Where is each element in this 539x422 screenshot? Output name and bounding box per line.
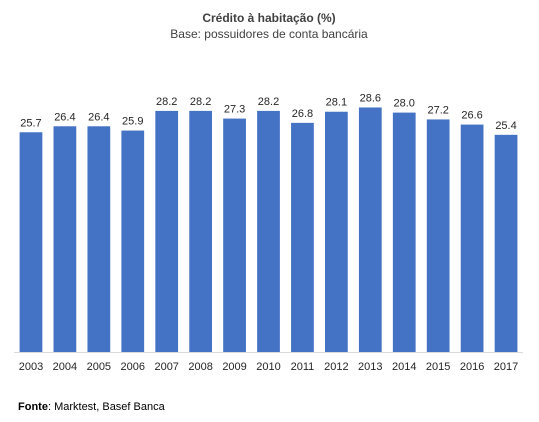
data-label-2016: 26.6 xyxy=(461,110,482,122)
x-tick-2007: 2007 xyxy=(154,361,178,373)
data-label-2013: 28.6 xyxy=(360,92,381,104)
x-tick-2016: 2016 xyxy=(460,361,484,373)
chart-title: Crédito à habitação (%) xyxy=(202,11,335,25)
data-label-2017: 25.4 xyxy=(495,120,516,132)
x-tick-2015: 2015 xyxy=(426,361,450,373)
data-label-2010: 28.2 xyxy=(258,96,279,108)
data-label-2003: 25.7 xyxy=(20,117,41,129)
x-tick-2009: 2009 xyxy=(222,361,246,373)
x-tick-2014: 2014 xyxy=(392,361,416,373)
data-label-2014: 28.0 xyxy=(394,98,415,110)
data-label-2009: 27.3 xyxy=(224,104,245,116)
data-label-2008: 28.2 xyxy=(190,96,211,108)
data-labels-group: 25.7 26.4 26.4 25.9 28.2 28.2 27.3 28.2 26.8 28.1… xyxy=(20,92,516,131)
x-tick-labels-group: 2003 2004 2005 2006 2007 2008 2009 2010 2011 2012… xyxy=(19,361,519,373)
data-label-2011: 26.8 xyxy=(292,108,313,120)
bar-2003 xyxy=(19,132,43,352)
x-tick-2004: 2004 xyxy=(53,361,77,373)
bar-2016 xyxy=(460,124,484,352)
data-label-2006: 25.9 xyxy=(122,116,143,128)
x-tick-2008: 2008 xyxy=(188,361,212,373)
bar-2015 xyxy=(426,119,450,352)
bar-2004 xyxy=(53,126,77,352)
bar-2012 xyxy=(325,111,348,353)
bar-2017 xyxy=(494,134,518,352)
bar-2011 xyxy=(291,122,314,352)
data-label-2012: 28.1 xyxy=(326,97,347,109)
bar-2007 xyxy=(155,110,179,352)
source-note: Fonte: Marktest, Basef Banca xyxy=(18,401,166,413)
bar-2005 xyxy=(87,126,111,352)
x-tick-2010: 2010 xyxy=(256,361,280,373)
bar-2009 xyxy=(223,118,246,352)
x-tick-2011: 2011 xyxy=(291,361,315,373)
x-tick-2005: 2005 xyxy=(87,361,111,373)
chart-subtitle: Base: possuidores de conta bancária xyxy=(170,27,368,41)
source-text: : Marktest, Basef Banca xyxy=(48,401,166,413)
bar-2006 xyxy=(121,130,145,352)
bars-group xyxy=(19,107,518,353)
bar-2008 xyxy=(189,110,213,352)
x-tick-2017: 2017 xyxy=(494,361,518,373)
x-tick-2012: 2012 xyxy=(324,361,348,373)
data-label-2005: 26.4 xyxy=(88,111,109,123)
x-tick-2003: 2003 xyxy=(19,361,43,373)
bar-2010 xyxy=(257,110,280,352)
data-label-2007: 28.2 xyxy=(156,96,177,108)
x-tick-2013: 2013 xyxy=(358,361,382,373)
source-label: Fonte xyxy=(18,401,48,413)
x-tick-2006: 2006 xyxy=(121,361,145,373)
bar-2014 xyxy=(392,112,416,352)
data-label-2015: 27.2 xyxy=(427,104,448,116)
data-label-2004: 26.4 xyxy=(54,111,75,123)
bar-2013 xyxy=(358,107,382,352)
